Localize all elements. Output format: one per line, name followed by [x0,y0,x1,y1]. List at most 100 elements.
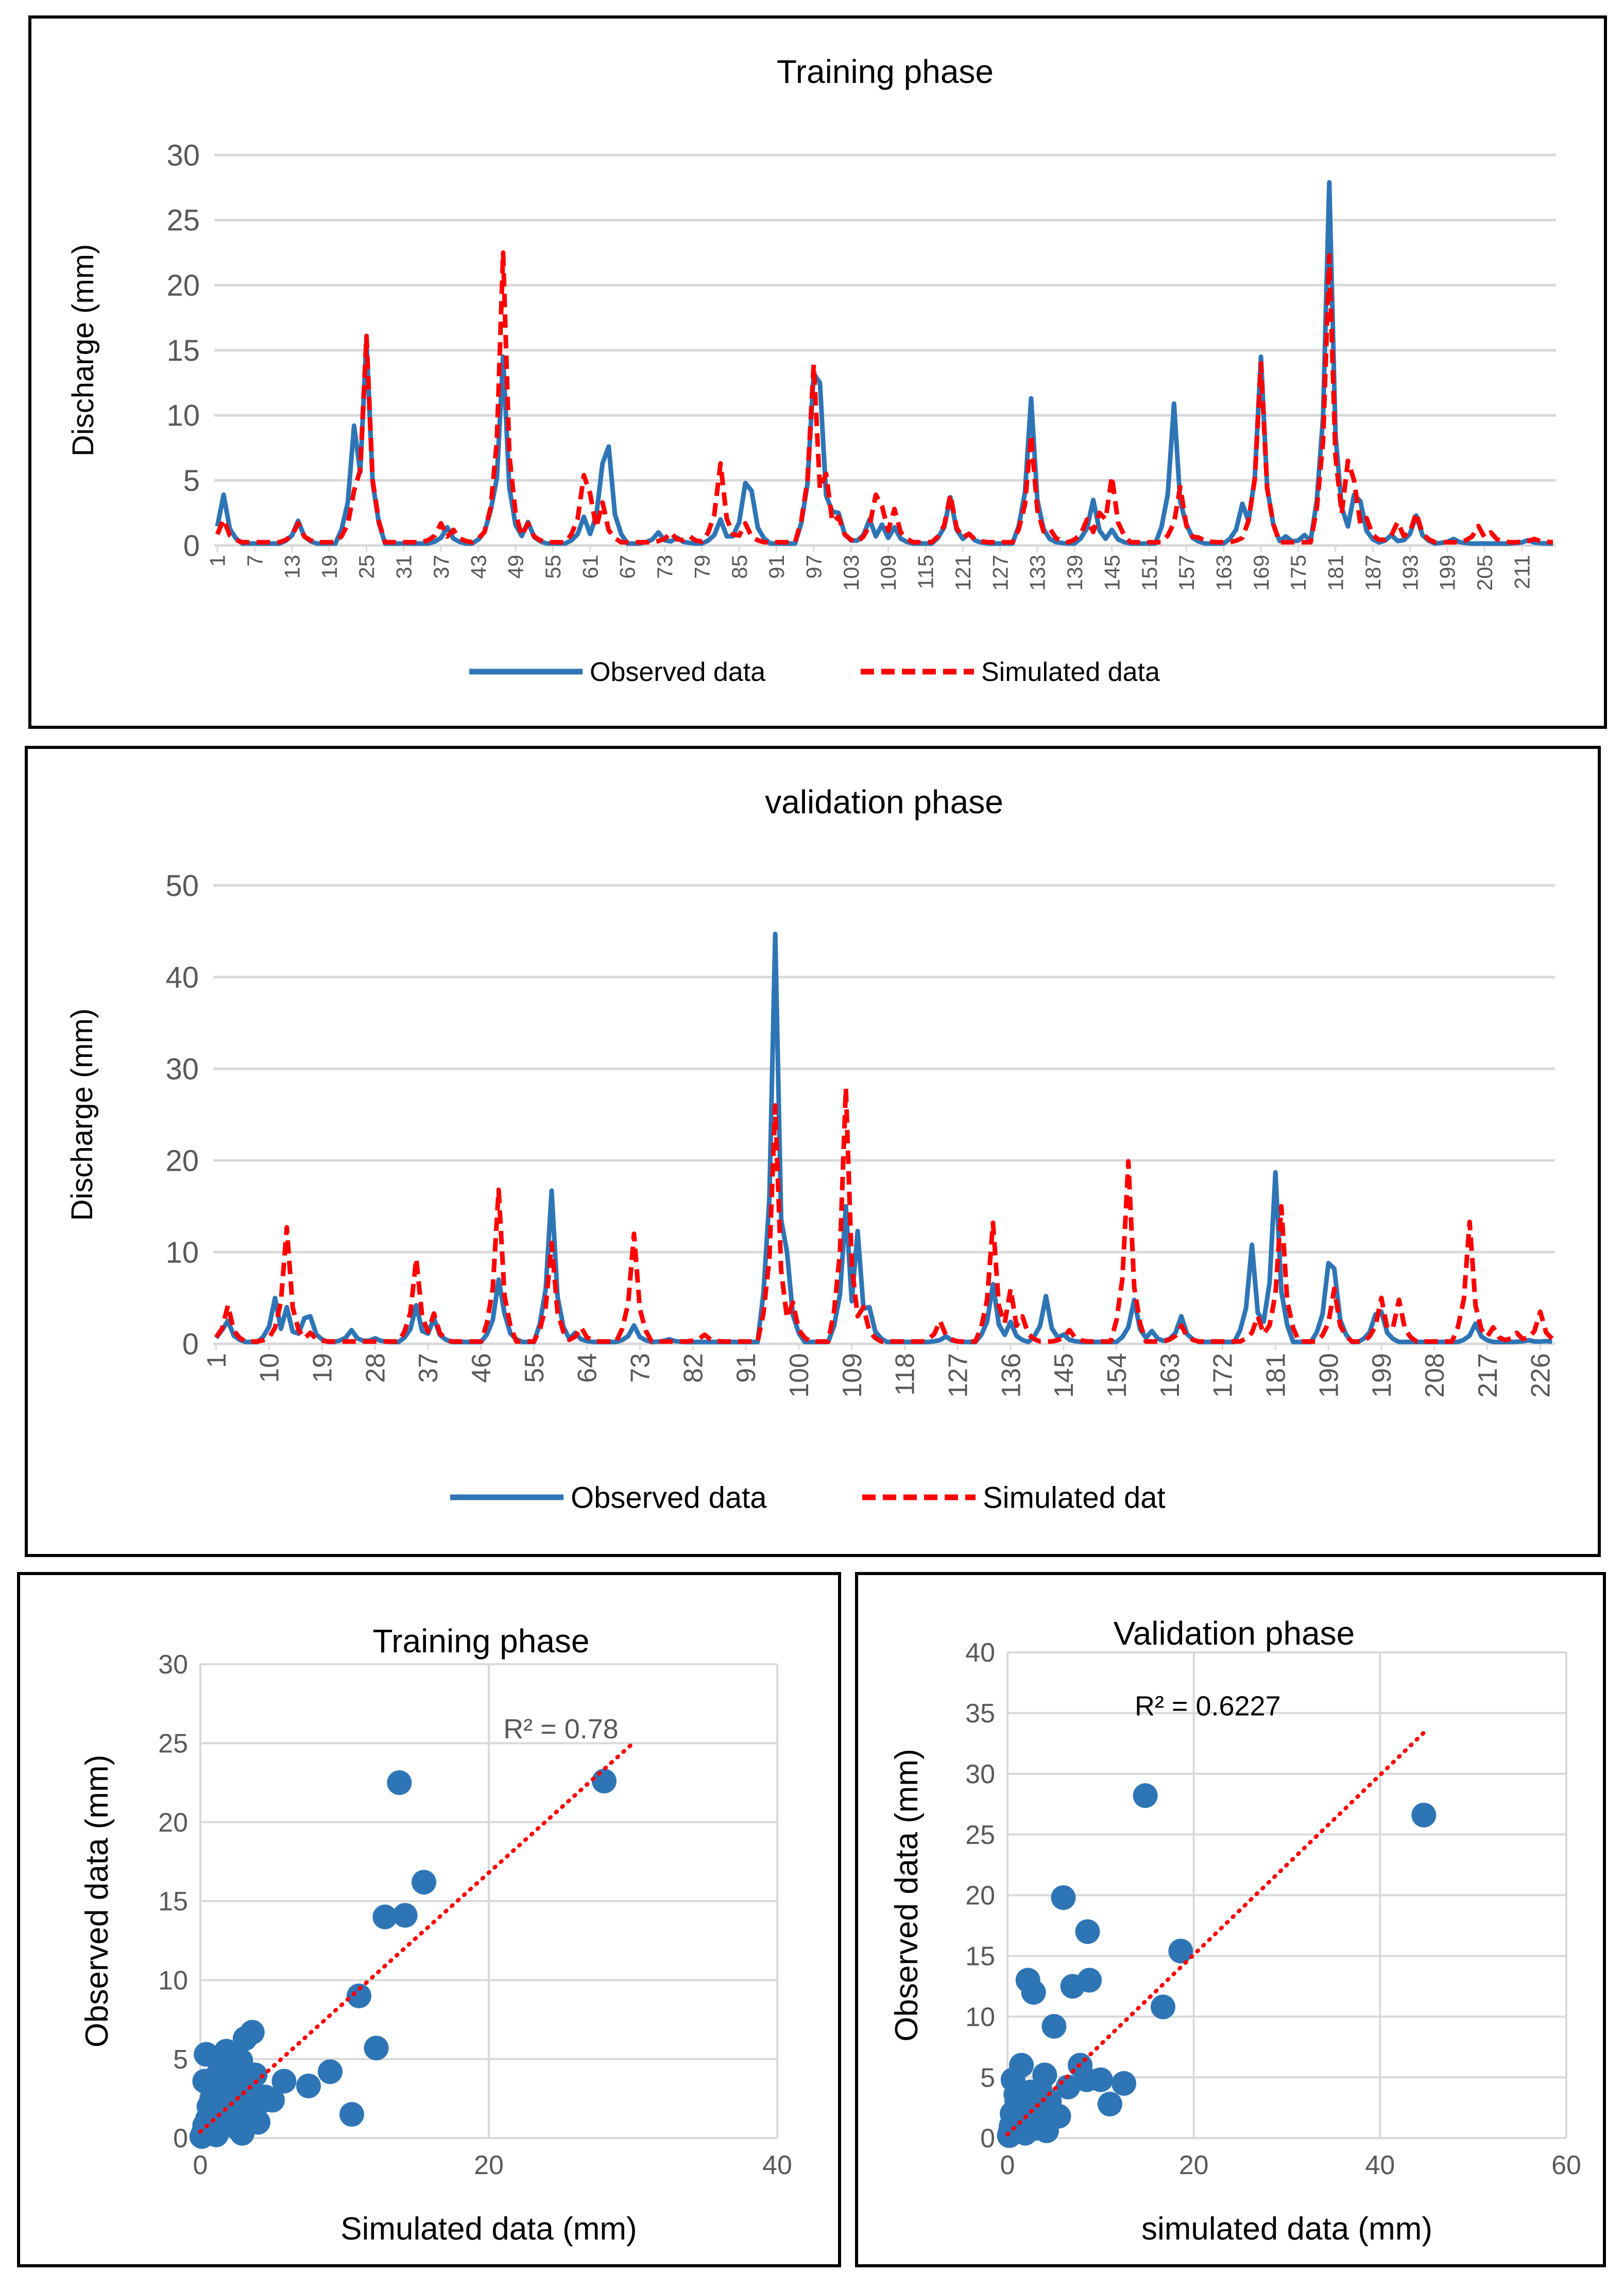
x-tick-label: 97 [802,555,826,579]
y-tick-label: 5 [183,464,200,498]
x-tick-label: 172 [1208,1353,1238,1398]
scatter-point [1411,1802,1437,1827]
x-tick-label: 136 [996,1353,1026,1398]
x-tick-label: 169 [1249,555,1273,591]
chart-title: Validation phase [1114,1615,1355,1652]
scatter-point [1041,2014,1067,2039]
y-tick-label: 15 [965,1942,995,1972]
y-tick-label: 25 [965,1820,995,1850]
observed-series-line [215,180,1553,546]
y-tick-label: 5 [173,2045,188,2075]
x-axis-label: Simulated data (mm) [340,2211,637,2247]
x-tick-label: 40 [1365,2150,1395,2180]
x-tick-label: 139 [1063,555,1087,591]
y-tick-label: 10 [165,1236,199,1269]
x-tick-label: 163 [1211,555,1236,591]
x-tick-label: 85 [727,555,751,579]
scatter-point [223,2102,248,2127]
scatter-point [1088,2067,1113,2092]
y-tick-label: 0 [183,529,200,562]
y-tick-label: 15 [166,334,200,367]
y-axis-label: Discharge (mm) [66,244,100,457]
x-tick-label: 31 [392,555,416,579]
scatter-point [347,1984,371,2008]
x-tick-label: 13 [280,555,304,579]
scatter-point [1150,1994,1175,2020]
x-axis-label: simulated data (mm) [1141,2211,1432,2247]
x-tick-label: 118 [891,1353,920,1396]
scatter-point [592,1768,617,1793]
y-tick-label: 35 [965,1699,995,1729]
r-squared-annotation: R² = 0.6227 [1135,1691,1281,1722]
y-tick-label: 20 [165,1144,199,1177]
validation-timeseries-panel: validation phase 0 10 20 30 40 50 1 10 19 28 37 46 55… [25,746,1601,1557]
x-tick-label: 49 [504,555,528,579]
x-tick-label: 109 [876,555,900,591]
simulated-series-line [214,1085,1554,1344]
scatter-point [240,2020,265,2045]
x-tick-label: 1 [206,555,230,567]
chart-title: validation phase [765,783,1003,821]
x-tick-label: 7 [243,555,267,567]
scatter-point [1112,2071,1137,2096]
x-tick-label: 145 [1100,555,1124,591]
x-tick-label: 55 [541,555,565,579]
x-tick-label: 1 [202,1353,232,1368]
x-tick-label: 121 [951,555,975,591]
y-tick-label: 30 [165,1052,199,1086]
y-tick-label: 20 [158,1808,188,1838]
scatter-point [339,2102,364,2127]
y-tick-label: 30 [965,1759,995,1789]
scatter-point [318,2059,343,2084]
x-tick-label: 100 [784,1353,814,1398]
x-tick-label: 82 [678,1353,708,1383]
x-tick-label: 37 [429,555,453,579]
scatter-point [237,2080,262,2105]
legend-label: Observed data [571,1481,767,1514]
scatter-point [260,2088,285,2113]
validation-scatter-chart: 0 5 10 15 20 25 30 35 40 0 20 40 60 Validation phase R… [889,1615,1581,2247]
y-tick-label: 20 [965,1881,995,1911]
x-tick-label: 127 [944,1353,973,1398]
scatter-point [194,2042,219,2067]
x-tick-label: 0 [193,2150,208,2180]
scatter-point [1003,2082,1029,2107]
y-tick-label: 15 [158,1887,188,1917]
scatter-point [1021,1980,1046,2005]
x-tick-label: 73 [626,1353,656,1383]
y-axis-label: Observed data (mm) [889,1749,925,2042]
x-tick-label: 28 [361,1353,390,1383]
x-tick-label: 208 [1420,1353,1450,1398]
x-tick-label: 151 [1137,555,1161,591]
x-tick-label: 199 [1367,1353,1397,1398]
y-tick-label: 10 [158,1966,188,1996]
x-tick-label: 67 [616,555,640,579]
x-tick-label: 175 [1286,555,1310,591]
scatter-point [364,2036,389,2061]
scatter-point [271,2069,297,2094]
x-tick-label: 217 [1473,1353,1503,1398]
trendline [1005,1728,1429,2137]
y-tick-label: 30 [166,139,200,172]
y-tick-label: 40 [165,961,199,994]
x-tick-label: 145 [1049,1353,1079,1398]
training-scatter-chart: 0 5 10 15 20 25 30 0 20 40 Training phase R² = 0.78… [79,1622,792,2247]
training-scatter-panel: 0 5 10 15 20 25 30 0 20 40 Training phase R² = 0.78… [17,1572,841,2267]
validation-scatter-panel: 0 5 10 15 20 25 30 35 40 0 20 40 60 Validation phase R… [855,1572,1606,2267]
x-tick-label: 73 [653,555,677,579]
x-tick-label: 19 [308,1353,338,1383]
x-tick-label: 37 [414,1353,443,1383]
x-tick-label: 46 [467,1353,497,1383]
legend-label: Observed data [590,657,765,687]
simulated-series-line [215,250,1553,545]
trendline [198,1741,635,2134]
scatter-point [1032,2062,1057,2088]
scatter-point [1077,1968,1102,1993]
y-tick-label: 0 [173,2124,188,2154]
x-tick-label: 193 [1398,555,1422,591]
x-tick-label: 40 [762,2150,792,2180]
scatter-point [230,2121,255,2146]
y-tick-label: 25 [166,204,200,237]
scatter-point [192,2069,217,2094]
y-tick-label: 0 [182,1327,199,1361]
